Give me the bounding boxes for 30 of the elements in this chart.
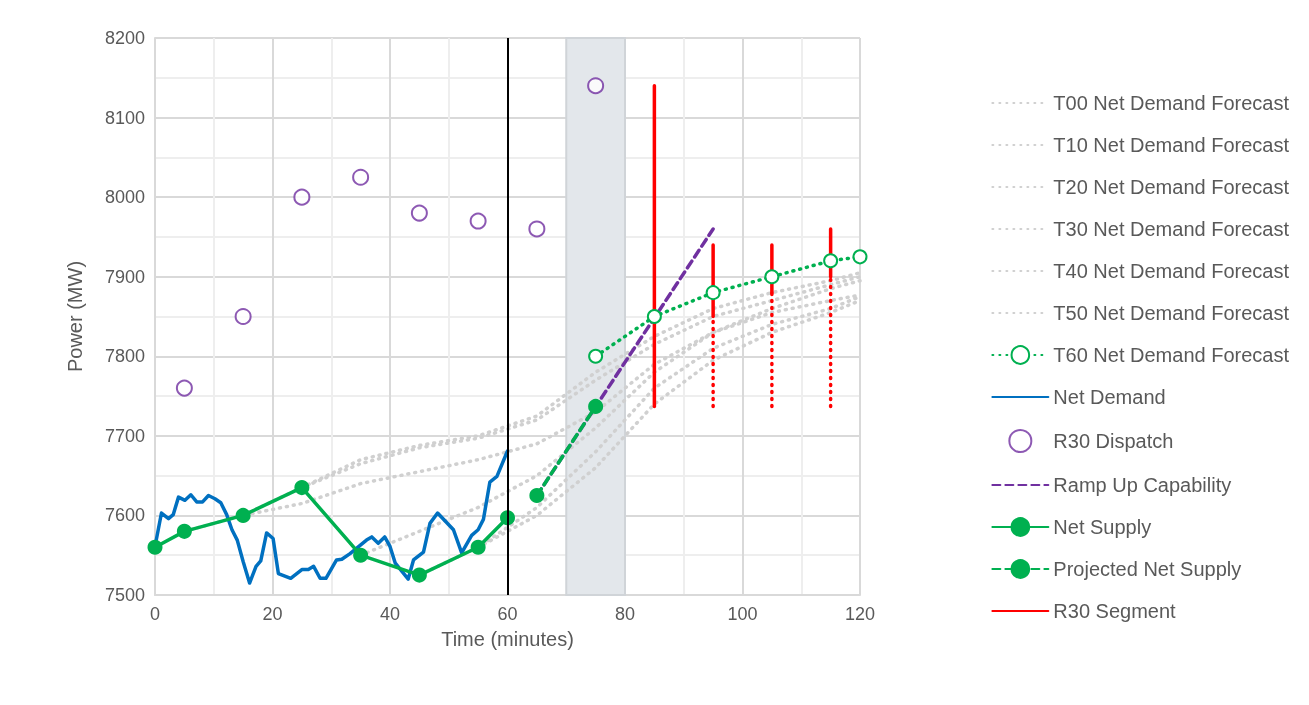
legend-label: T30 Net Demand Forecast: [1053, 218, 1290, 240]
y-tick-label: 7900: [104, 266, 145, 287]
y-tick-label: 8200: [104, 28, 145, 48]
legend-label: T00 Net Demand Forecast: [1053, 92, 1290, 114]
legend-label: T60 Net Demand Forecast: [1053, 344, 1290, 366]
x-tick-label: 120: [844, 604, 876, 624]
legend-label: Net Supply: [1053, 516, 1152, 538]
legend-label: R30 Segment: [1053, 600, 1177, 622]
legend-label: T20 Net Demand Forecast: [1053, 176, 1290, 198]
legend-label: T40 Net Demand Forecast: [1053, 260, 1290, 282]
x-tick-label: 20: [262, 604, 283, 624]
legend-label: Net Demand: [1053, 386, 1166, 408]
x-tick-label: 100: [727, 604, 758, 624]
x-tick-label: 0: [149, 604, 161, 624]
x-tick-label: 80: [614, 604, 636, 624]
y-axis-title: Power (MW): [64, 260, 86, 373]
y-tick-label: 7800: [104, 346, 145, 367]
y-tick-label: 7600: [104, 505, 145, 526]
legend-label: T10 Net Demand Forecast: [1053, 134, 1290, 156]
y-tick-label: 8000: [104, 187, 145, 208]
legend-label: R30 Dispatch: [1053, 430, 1174, 452]
legend-label: T50 Net Demand Forecast: [1053, 302, 1290, 324]
y-tick-label: 7700: [104, 425, 145, 446]
y-tick-label: 7500: [104, 585, 145, 605]
x-tick-label: 40: [379, 604, 401, 624]
x-axis-title: Time (minutes): [441, 628, 574, 650]
legend-label: Projected Net Supply: [1053, 558, 1242, 580]
legend-label: Ramp Up Capability: [1053, 474, 1232, 496]
x-tick-label: 60: [497, 604, 518, 624]
y-tick-label: 8100: [104, 107, 145, 128]
